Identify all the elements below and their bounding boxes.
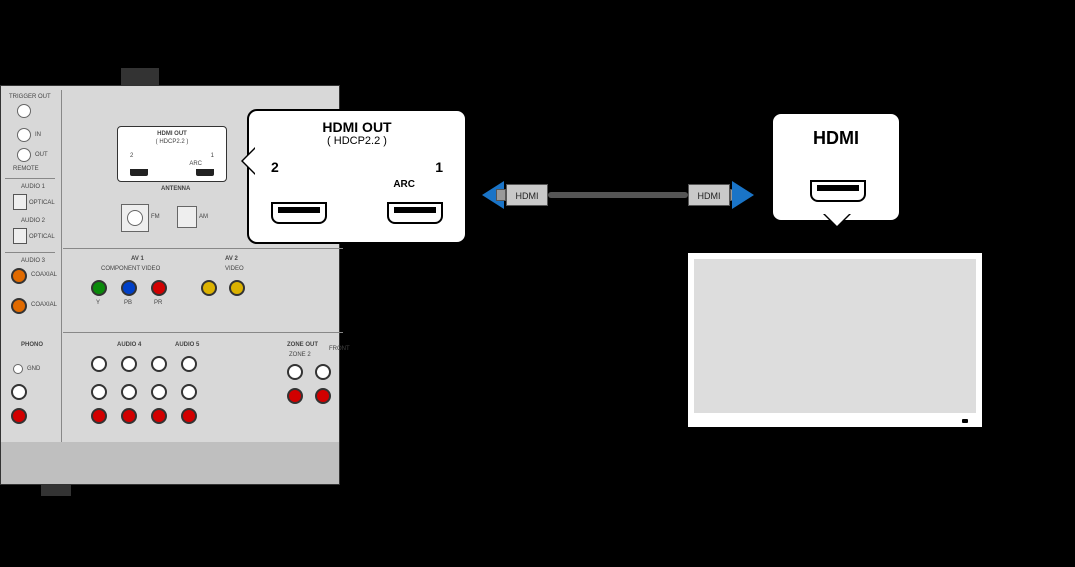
- label-front: FRONT: [329, 346, 350, 352]
- port-1-number: 1: [435, 159, 443, 175]
- row2-1: [91, 384, 107, 400]
- label-in: IN: [35, 132, 41, 138]
- label-audio4: AUDIO 4: [117, 342, 141, 348]
- inset-num2: 2: [130, 153, 133, 159]
- trigger-out-jack: [17, 104, 31, 118]
- label-audio3: AUDIO 3: [21, 258, 45, 264]
- rca-pb: [121, 280, 137, 296]
- tv-base: [775, 446, 895, 450]
- label-video: VIDEO: [225, 266, 244, 272]
- remote-in-jack: [17, 128, 31, 142]
- optical-2: [13, 228, 27, 244]
- label-pb: PB: [124, 300, 132, 306]
- receiver-top-tab: [121, 68, 159, 86]
- divider-h2: [63, 248, 343, 249]
- hdmi-out-port-1-arc: [387, 202, 443, 224]
- label-am: AM: [199, 214, 208, 220]
- label-gnd: GND: [27, 366, 40, 372]
- remote-out-jack: [17, 148, 31, 162]
- hdmi-cable: HDMI HDMI: [468, 175, 768, 215]
- a5-l2: [181, 356, 197, 372]
- label-audio1: AUDIO 1: [21, 184, 45, 190]
- fm-connector: [127, 210, 143, 226]
- row3-1: [91, 408, 107, 424]
- rca-y: [91, 280, 107, 296]
- av2-video-rca: [201, 280, 217, 296]
- am-ant: [177, 206, 197, 228]
- inset-subtitle: ( HDCP2.2 ): [118, 139, 226, 145]
- label-av1: AV 1: [131, 256, 144, 262]
- row3-3: [151, 408, 167, 424]
- hdmi-plug-left: HDMI: [506, 184, 548, 206]
- arc-label: ARC: [393, 179, 415, 190]
- label-fm: FM: [151, 214, 160, 220]
- phono-l: [11, 384, 27, 400]
- optical-1: [13, 194, 27, 210]
- hdmi-out-callout: HDMI OUT ( HDCP2.2 ) 2 1 ARC: [247, 109, 467, 244]
- label-optical1: OPTICAL: [29, 200, 55, 206]
- divider: [5, 178, 55, 179]
- coax-2: [11, 298, 27, 314]
- label-av2: AV 2: [225, 256, 238, 262]
- port-2-number: 2: [271, 159, 279, 175]
- a4-l1: [91, 356, 107, 372]
- zo-r2: [315, 388, 331, 404]
- label-phono: PHONO: [21, 342, 43, 348]
- label-remote: REMOTE: [13, 166, 39, 172]
- inset-num1: 1: [211, 153, 214, 159]
- zo-l: [287, 364, 303, 380]
- hdmi-plug-right: HDMI: [688, 184, 730, 206]
- inset-title: HDMI OUT: [118, 131, 226, 137]
- inset-hdmi-1: [196, 169, 214, 176]
- label-antenna: ANTENNA: [161, 186, 190, 192]
- hdmi-out-inset: HDMI OUT ( HDCP2.2 ) 2 1 ARC: [117, 126, 227, 182]
- row3-2: [121, 408, 137, 424]
- row2-2: [121, 384, 137, 400]
- label-audio2: AUDIO 2: [21, 218, 45, 224]
- label-zone2: ZONE 2: [289, 352, 311, 358]
- label-out: OUT: [35, 152, 48, 158]
- cable-line: [548, 192, 688, 198]
- row2-4: [181, 384, 197, 400]
- callout-title: HDMI OUT: [249, 119, 465, 135]
- label-zone: ZONE OUT: [287, 342, 318, 348]
- label-optical2: OPTICAL: [29, 234, 55, 240]
- av2-video-rca-2: [229, 280, 245, 296]
- receiver-foot: [41, 484, 71, 496]
- label-y: Y: [96, 300, 100, 306]
- phono-r: [11, 408, 27, 424]
- label-trigger-out: TRIGGER OUT: [9, 94, 51, 100]
- divider-v1: [61, 90, 62, 480]
- hdmi-out-port-2: [271, 202, 327, 224]
- label-pr: PR: [154, 300, 162, 306]
- coax-1: [11, 268, 27, 284]
- zo-r: [287, 388, 303, 404]
- tv-callout-title: HDMI: [773, 128, 899, 149]
- tv-frame: [685, 250, 985, 430]
- divider: [5, 252, 55, 253]
- rca-pr: [151, 280, 167, 296]
- inset-arc: ARC: [189, 161, 202, 167]
- row2-3: [151, 384, 167, 400]
- label-component: COMPONENT VIDEO: [101, 266, 160, 272]
- zo-l2: [315, 364, 331, 380]
- label-coax2: COAXIAL: [31, 302, 57, 308]
- tv: [685, 250, 985, 450]
- tv-hdmi-callout: HDMI: [771, 112, 901, 222]
- label-coax1: COAXIAL: [31, 272, 57, 278]
- callout-subtitle: ( HDCP2.2 ): [249, 135, 465, 147]
- gnd: [13, 364, 23, 374]
- a4-l2: [121, 356, 137, 372]
- receiver-bottom-trim: [1, 442, 339, 484]
- row3-4: [181, 408, 197, 424]
- tv-hdmi-port: [810, 180, 866, 202]
- arrow-right-icon: [732, 181, 768, 209]
- tv-screen: [694, 259, 976, 413]
- plug-tip-left: [496, 189, 506, 201]
- label-audio5: AUDIO 5: [175, 342, 199, 348]
- inset-hdmi-2: [130, 169, 148, 176]
- a5-l1: [151, 356, 167, 372]
- divider-h3: [63, 332, 343, 333]
